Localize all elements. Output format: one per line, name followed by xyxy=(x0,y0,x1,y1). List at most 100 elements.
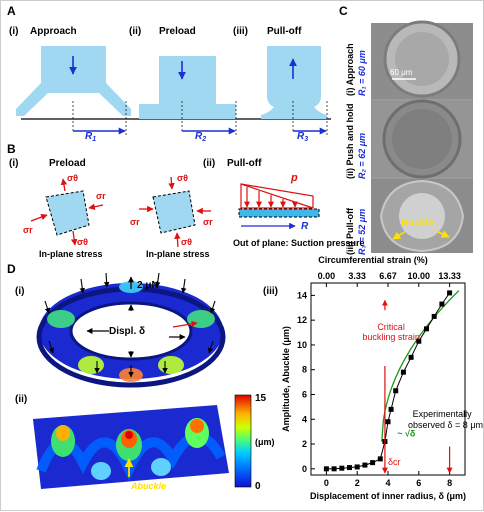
data-point xyxy=(393,388,399,394)
svg-text:(iii) Pull-off: (iii) Pull-off xyxy=(345,207,355,255)
panel-a-iii-num: (iii) xyxy=(233,26,248,37)
buckle-label: Buckle xyxy=(401,218,434,229)
x-tick-label: 0 xyxy=(324,478,329,488)
fem-ring-hole xyxy=(69,301,193,361)
panel-a-i-title: Approach xyxy=(30,26,77,37)
chart-xlabel: Displacement of inner radius, δ (μm) xyxy=(310,491,466,501)
svg-text:(ii) Push and hold: (ii) Push and hold xyxy=(345,103,355,179)
top-tick-label: 10.00 xyxy=(408,271,431,281)
micro-disk-inner xyxy=(399,193,445,239)
sigma-theta-label: σθ xyxy=(177,173,188,183)
stamp-approach xyxy=(16,46,131,116)
colorbar xyxy=(234,394,252,488)
chart-top-xlabel: Circumferential strain (%) xyxy=(318,255,428,265)
stamp-pulloff xyxy=(261,46,327,119)
data-point xyxy=(400,369,406,375)
panel-d-label: D xyxy=(7,262,16,276)
force-label: 2 μN xyxy=(137,280,159,291)
data-point xyxy=(416,338,422,344)
data-point xyxy=(424,326,429,332)
data-point xyxy=(447,290,453,296)
top-tick-label: 0.00 xyxy=(318,271,336,281)
svg-text:R₁ = 60 μm: R₁ = 60 μm xyxy=(357,50,367,96)
svg-text:(i) Approach: (i) Approach xyxy=(345,43,355,96)
caption-inplane-2: In-plane stress xyxy=(146,249,210,259)
colorbar-unit: (μm) xyxy=(255,437,275,447)
experiment-label-2: observed δ = 8 μm xyxy=(408,420,483,430)
r2-label: R2 xyxy=(195,131,206,143)
red-arrow-icon xyxy=(172,320,198,328)
sigma-theta-label: σθ xyxy=(181,237,192,247)
colorbar-max: 15 xyxy=(255,393,267,404)
data-point xyxy=(347,465,352,471)
data-point xyxy=(323,466,329,472)
micro-disk-inner xyxy=(395,32,449,86)
y-tick-label: 12 xyxy=(297,315,307,325)
caption-suction: Out of plane: Suction pressure xyxy=(233,238,365,248)
caption-inplane-1: In-plane stress xyxy=(39,249,103,259)
c-label-2: (ii) Push and hold R₂ = 62 μm xyxy=(345,103,367,179)
top-tick-label: 3.33 xyxy=(348,271,366,281)
colorbar-min: 0 xyxy=(255,481,261,492)
sigma-theta-label: σθ xyxy=(77,237,88,247)
scale-label: 60 μm xyxy=(390,68,413,77)
panel-b-label: B xyxy=(7,142,16,156)
chart-area: 0 2 4 6 8 0 2 4 6 8 10 12 14 0.00 3.33 6.67 10.00 13.33 Di… xyxy=(281,271,483,501)
data-point xyxy=(385,419,391,425)
r3-label: R3 xyxy=(297,131,308,143)
panel-a-ii-num: (ii) xyxy=(129,26,141,37)
panel-b-i-num: (i) xyxy=(9,158,18,169)
arrow-icon xyxy=(88,203,104,210)
panel-b-ii-title: Pull-off xyxy=(227,158,262,169)
abuckle-label: Abuckle xyxy=(130,481,166,491)
data-point xyxy=(370,460,376,466)
sqrt-label: ~ √δ xyxy=(397,429,416,439)
panel-a-label: A xyxy=(7,4,16,18)
critical-label-2: buckling strain xyxy=(362,332,420,342)
svg-text:R₂ = 62 μm: R₂ = 62 μm xyxy=(357,133,367,179)
critical-label-1: Critical xyxy=(377,322,405,332)
panel-b-ii-num: (ii) xyxy=(203,158,215,169)
y-tick-label: 6 xyxy=(302,389,307,399)
chart-frame xyxy=(310,282,466,476)
y-tick-label: 4 xyxy=(302,414,307,424)
panel-b-i-title: Preload xyxy=(49,158,86,169)
x-tick-label: 4 xyxy=(385,478,390,488)
sigma-r-label: σr xyxy=(96,191,106,201)
pressure-envelope xyxy=(240,183,314,209)
x-tick-label: 2 xyxy=(355,478,360,488)
arrow-icon xyxy=(60,178,68,192)
y-tick-label: 14 xyxy=(297,290,307,300)
arrow-icon xyxy=(70,230,78,246)
sigma-r-label: σr xyxy=(203,217,213,227)
sigma-r-label: σr xyxy=(23,225,33,235)
data-point xyxy=(431,313,437,319)
data-point xyxy=(388,406,394,412)
delta-cr-label: δcr xyxy=(388,457,401,467)
buckle-arrow-icon xyxy=(435,230,450,238)
data-point xyxy=(377,456,383,462)
r1-label: R1 xyxy=(85,131,96,143)
chart-panel-num: (iii) xyxy=(263,286,278,297)
data-point xyxy=(362,462,368,468)
data-point xyxy=(339,465,345,471)
sqrt-fit-line xyxy=(381,290,460,442)
buckle-arrow-icon xyxy=(392,230,407,240)
micro-disk-inner xyxy=(392,109,452,169)
stress-element-1 xyxy=(45,190,90,236)
panel-a-i-num: (i) xyxy=(9,26,18,37)
series-line xyxy=(326,292,451,470)
sigma-r-label: σr xyxy=(130,217,140,227)
panel-d-i-num: (i) xyxy=(15,286,24,297)
c-label-3: (iii) Pull-off R₃ = 52 μm xyxy=(345,207,367,255)
panel-d-ii-num: (ii) xyxy=(15,394,27,405)
r-label: R xyxy=(301,221,309,232)
panel-a-iii-title: Pull-off xyxy=(267,26,302,37)
y-tick-label: 2 xyxy=(302,439,307,449)
arrow-icon xyxy=(30,214,48,222)
x-tick-label: 8 xyxy=(447,478,452,488)
svg-text:R₃ = 52 μm: R₃ = 52 μm xyxy=(357,209,367,255)
data-point xyxy=(439,301,445,307)
arrow-icon xyxy=(168,176,175,190)
y-tick-label: 10 xyxy=(297,340,307,350)
